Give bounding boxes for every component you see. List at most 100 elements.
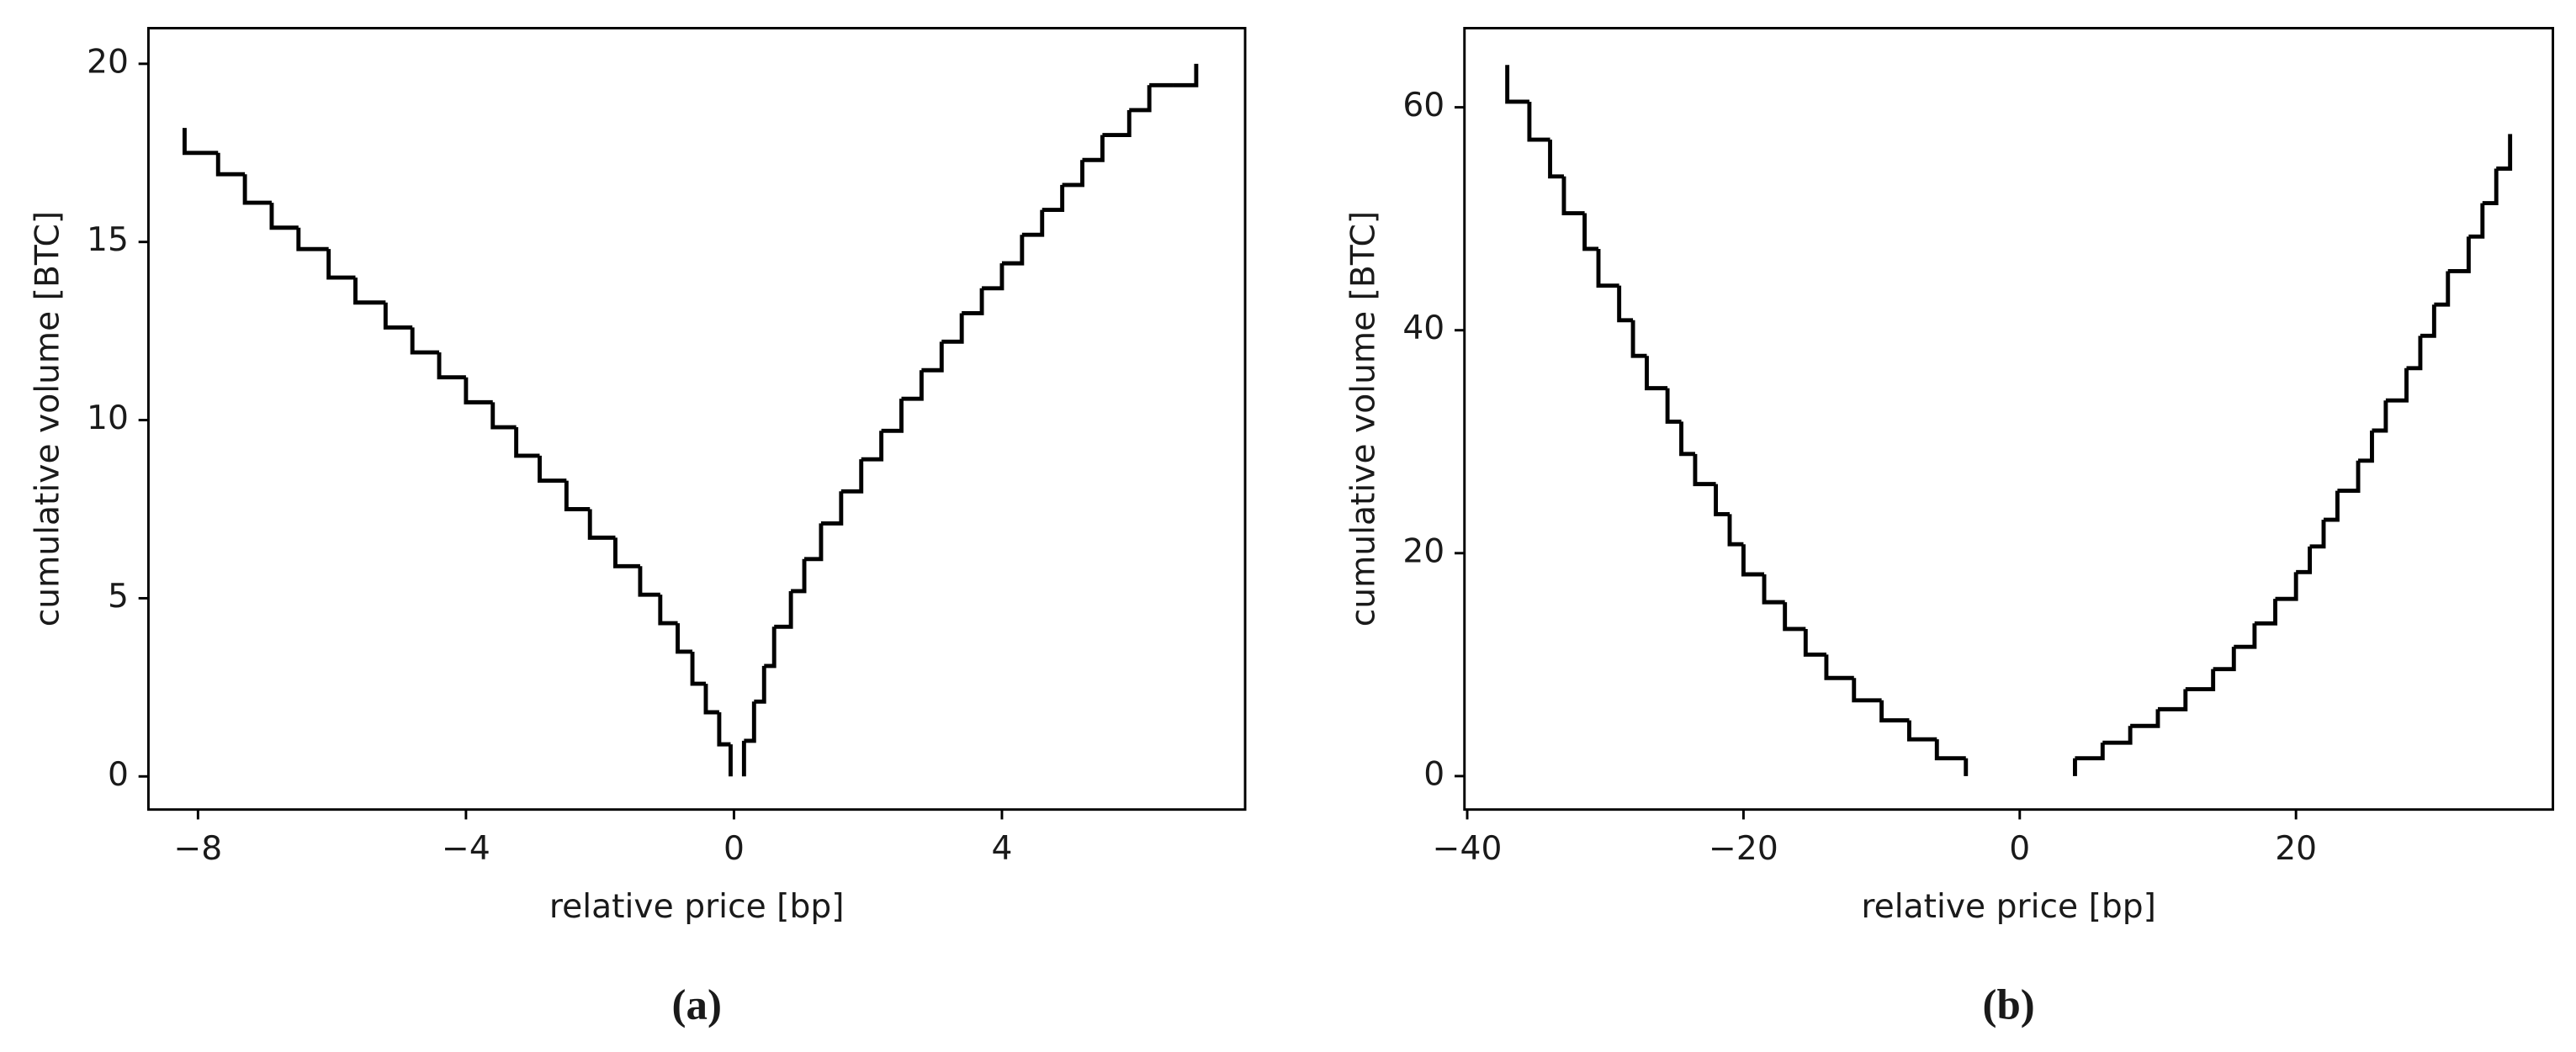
step-segment	[1645, 356, 1668, 391]
step-segment	[2254, 599, 2277, 626]
step-segment	[2157, 689, 2188, 711]
step-segment	[2323, 490, 2340, 522]
x-axis-label: relative price [bp]	[549, 888, 845, 926]
y-tick-label: 20	[87, 43, 129, 81]
y-axis-label: cumulative volume [BTC]	[1345, 211, 1383, 626]
step-segment	[764, 626, 777, 669]
step-segment	[2358, 430, 2374, 463]
step-segment	[296, 227, 329, 251]
step-segment	[941, 313, 964, 344]
step-segment	[638, 566, 660, 597]
step-segment	[2420, 304, 2436, 338]
step-segment	[2496, 134, 2513, 171]
step-segment	[2130, 709, 2160, 728]
step-segment	[658, 595, 678, 626]
x-axis-label: relative price [bp]	[1861, 888, 2156, 926]
step-segment	[2213, 647, 2236, 672]
x-tick-label: 4	[991, 830, 1012, 868]
step-segment	[1129, 85, 1152, 113]
x-tick-label: 0	[2009, 830, 2030, 868]
step-segment	[1082, 135, 1105, 162]
x-tick-label: 20	[2275, 830, 2317, 868]
step-segment	[1879, 700, 1910, 723]
step-segment	[861, 431, 884, 462]
step-segment	[1102, 109, 1132, 138]
step-segment	[1001, 235, 1025, 266]
step-segment	[1906, 720, 1937, 742]
step-segment	[490, 402, 517, 430]
step-segment	[2447, 236, 2471, 273]
step-segment	[1042, 184, 1065, 213]
panel-label: (b)	[1983, 982, 2035, 1029]
step-segment	[2385, 367, 2409, 403]
step-segment	[791, 558, 807, 594]
step-segment	[754, 665, 766, 704]
step-segment	[1021, 209, 1045, 237]
step-segment	[1762, 574, 1785, 605]
plot-frame	[1463, 27, 2555, 811]
step-segment	[1934, 739, 1966, 761]
step-segment	[703, 684, 719, 715]
step-segment	[353, 278, 386, 305]
step-segment	[962, 288, 984, 315]
step-segment	[2275, 572, 2298, 601]
step-segment	[1679, 421, 1695, 457]
step-segment	[1561, 176, 1585, 215]
step-segment	[2482, 168, 2499, 206]
step-segment	[1582, 213, 1599, 251]
step-segment	[514, 427, 540, 458]
step-segment	[1741, 544, 1765, 577]
y-axis-label: cumulative volume [BTC]	[29, 211, 66, 626]
step-segment	[2185, 669, 2216, 691]
step-segment	[269, 203, 299, 230]
step-segment	[182, 128, 219, 156]
step-segment	[1505, 65, 1529, 104]
step-segment	[587, 509, 616, 540]
step-segment	[437, 352, 466, 380]
step-segment	[2309, 520, 2326, 549]
step-segment	[774, 590, 793, 629]
step-segment	[2372, 400, 2388, 433]
step-segment	[921, 341, 944, 373]
step-segment	[2102, 726, 2133, 745]
y-tick-label: 0	[1423, 755, 1444, 793]
step-segment	[242, 174, 272, 205]
step-segment	[2337, 460, 2361, 494]
step-segment	[383, 302, 413, 330]
step-segment	[1596, 248, 1619, 288]
step-segment	[804, 523, 824, 562]
step-segment	[1714, 484, 1730, 516]
step-segment	[690, 651, 706, 686]
step-segment	[1727, 514, 1744, 547]
step-segment	[2075, 743, 2105, 761]
panel-label: (a)	[672, 982, 722, 1029]
step-segment	[1062, 160, 1084, 188]
x-tick-label: −8	[173, 830, 222, 868]
step-segment	[840, 459, 864, 494]
step-segment	[2234, 623, 2257, 649]
y-tick-label: 60	[1402, 87, 1444, 124]
y-tick-label: 40	[1402, 309, 1444, 347]
step-segment	[1173, 63, 1199, 87]
step-segment	[2406, 336, 2423, 371]
step-segment	[982, 263, 1004, 291]
step-segment	[1617, 285, 1634, 323]
step-segment	[744, 701, 756, 743]
step-segment	[613, 537, 640, 568]
step-segment	[1693, 453, 1716, 487]
step-segment	[676, 623, 693, 654]
step-segment	[717, 712, 731, 747]
step-segment	[410, 327, 440, 355]
y-tick-label: 20	[1402, 532, 1444, 570]
x-tick-label: −40	[1433, 830, 1503, 868]
step-segment	[1527, 101, 1550, 142]
step-segment	[820, 491, 844, 526]
step-segment	[538, 455, 567, 484]
step-segment	[881, 399, 904, 433]
y-tick-label: 5	[108, 578, 129, 616]
step-segment	[326, 249, 356, 280]
step-segment	[1824, 654, 1854, 680]
y-tick-label: 0	[108, 756, 129, 794]
step-segment	[564, 480, 591, 511]
